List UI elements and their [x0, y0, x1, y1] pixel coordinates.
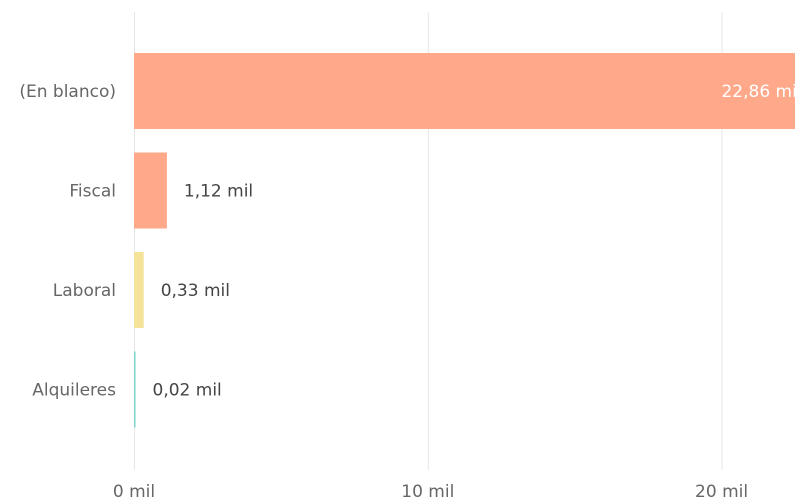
bar[interactable]	[134, 53, 795, 129]
category-label: (En blanco)	[19, 82, 116, 102]
data-label: 22,86 mil	[721, 82, 795, 102]
data-label: 0,33 mil	[161, 281, 230, 301]
data-label: 1,12 mil	[184, 182, 253, 202]
x-tick-label: 20 mil	[695, 482, 748, 500]
x-tick-label: 0 mil	[113, 482, 155, 500]
bar[interactable]	[134, 351, 136, 428]
bar[interactable]	[134, 252, 144, 328]
data-label: 0,02 mil	[153, 381, 222, 401]
category-label: Laboral	[53, 281, 116, 301]
category-label: Alquileres	[32, 381, 116, 401]
bar[interactable]	[134, 152, 167, 229]
x-tick-label: 10 mil	[401, 482, 454, 500]
category-label: Fiscal	[69, 182, 116, 202]
